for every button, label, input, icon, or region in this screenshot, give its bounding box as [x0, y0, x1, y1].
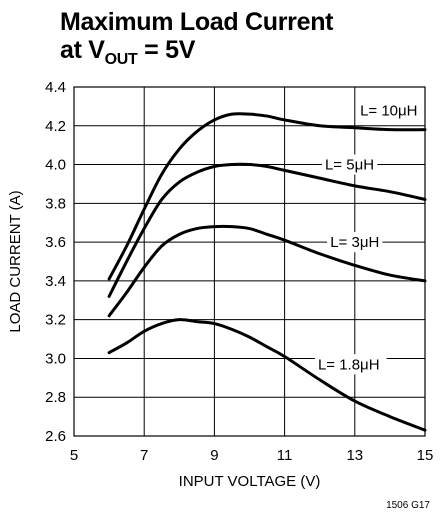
series-line: [107, 318, 427, 432]
x-tick-label: 11: [277, 447, 293, 464]
axis-labels: INPUT VOLTAGE (V) LOAD CURRENT (A): [7, 190, 320, 490]
x-tick-label: 15: [417, 447, 434, 464]
series-line: [107, 224, 427, 318]
chart-title-line2: at VOUT = 5V: [60, 36, 430, 68]
y-tick-label: 4.4: [45, 79, 66, 96]
series-line: [107, 162, 427, 298]
y-tick-label: 2.6: [45, 428, 66, 445]
series-label: L= 5μH: [325, 157, 374, 174]
series-labels: L= 10μH L= 5μH L= 3μH L= 1.8μH: [314, 100, 421, 375]
figure-id: 1506 G17: [386, 500, 430, 511]
x-tick-label: 7: [140, 447, 148, 464]
x-tick-label: 13: [346, 447, 363, 464]
y-tick-label: 4.2: [45, 118, 66, 135]
y-tick-label: 3.4: [45, 273, 66, 290]
load-current-chart: 5 7 9 11 13 152.62.83.03.23.43.63.84.04.24.4 …: [7, 79, 433, 490]
series-label-box: [321, 154, 378, 175]
y-tick-label: 3.6: [45, 234, 66, 251]
series-label: L= 3μH: [330, 234, 379, 251]
chart-title-line1: Maximum Load Current: [60, 8, 334, 36]
y-tick-label: 3.8: [45, 195, 66, 212]
series-label: L= 1.8μH: [318, 356, 380, 373]
chart-title: Maximum Load Current at VOUT = 5V: [60, 8, 430, 68]
series-label-box: [357, 100, 421, 121]
y-axis-label: LOAD CURRENT (A): [7, 190, 24, 332]
y-tick-label: 3.0: [45, 350, 66, 367]
series-label: L= 10μH: [360, 102, 417, 119]
x-tick-label: 9: [210, 447, 218, 464]
chart-title-subscript: OUT: [104, 51, 138, 68]
series-lines: [107, 100, 427, 432]
x-tick-label: 5: [70, 447, 78, 464]
plot-frame: [73, 86, 426, 437]
series-line: [107, 112, 427, 281]
series-label-box: [314, 354, 387, 375]
y-tick-label: 3.2: [45, 312, 66, 329]
x-axis-label: INPUT VOLTAGE (V): [179, 473, 321, 490]
y-tick-label: 4.0: [45, 157, 66, 174]
chart-title-prefix: at V: [60, 36, 105, 64]
y-tick-label: 2.8: [45, 389, 66, 406]
tick-labels: 5 7 9 11 13 15 2.6 2.8 3.0 3.2 3.4 3.6 3.8 4.0 4.2 4.4: [45, 79, 433, 464]
chart-title-suffix: = 5V: [137, 36, 196, 64]
series-label-box: [327, 232, 383, 253]
